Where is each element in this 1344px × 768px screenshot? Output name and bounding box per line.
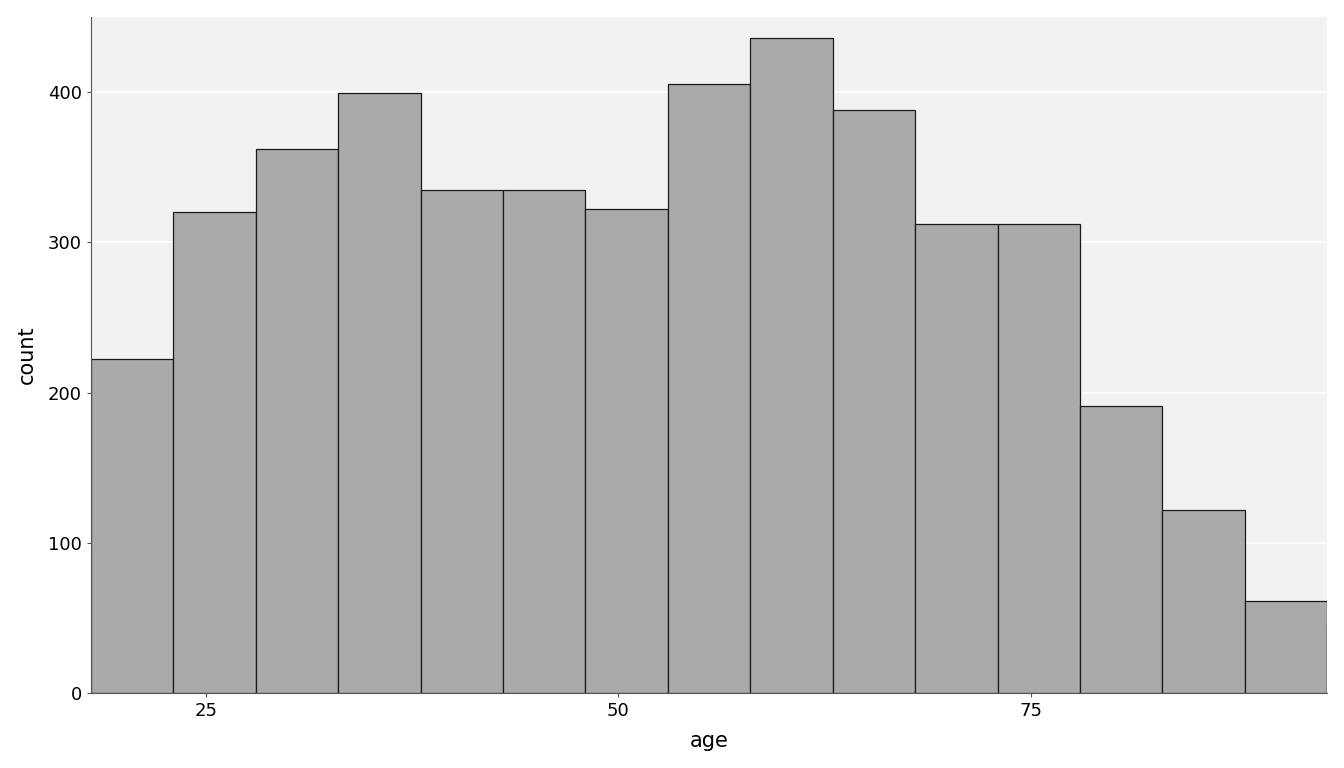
Bar [915,224,997,694]
Bar [421,190,503,694]
Bar [833,110,915,694]
Bar [1081,406,1163,694]
Bar [1163,510,1245,694]
Bar [339,94,421,694]
Y-axis label: count: count [16,326,36,384]
Bar [255,149,339,694]
Bar [997,224,1081,694]
Bar [750,38,833,694]
Bar [91,359,173,694]
Bar [1245,601,1328,694]
Bar [586,209,668,694]
Bar [173,212,255,694]
Bar [1328,624,1344,694]
X-axis label: age: age [689,731,728,751]
Bar [668,84,750,694]
Bar [503,190,586,694]
